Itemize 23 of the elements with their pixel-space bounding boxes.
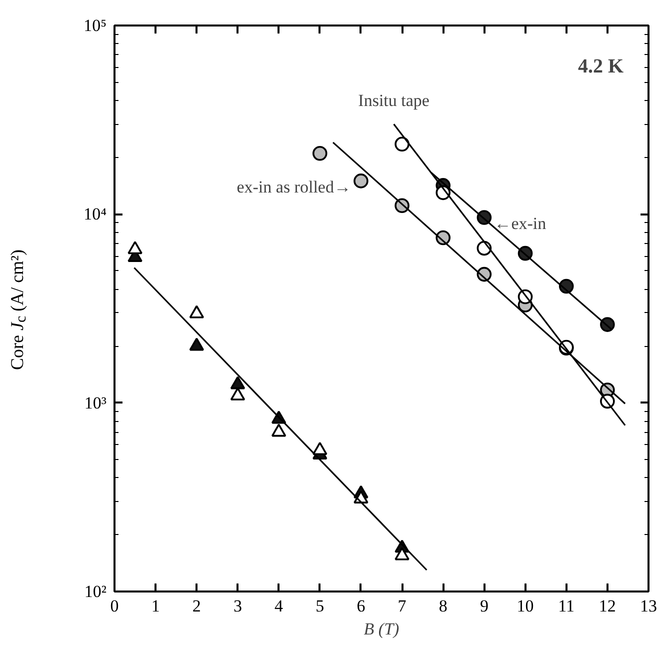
x-tick-label: 2 [192,596,201,616]
annotation: Insitu tape [358,91,430,110]
x-tick-label: 1 [151,596,160,616]
y-tick-label: 10² [84,582,107,601]
x-tick-label: 6 [356,596,366,616]
x-tick-label: 13 [640,596,657,616]
y-tick-label: 10⁵ [84,16,107,35]
x-tick-label: 9 [480,596,488,616]
y-tick-label: 10³ [84,393,107,412]
x-tick-label: 4 [274,596,284,616]
annotation: ←ex-in [494,214,547,234]
x-tick-label: 0 [110,596,119,616]
y-tick-label: 10⁴ [84,204,107,224]
x-axis-title: B (T) [364,620,400,638]
x-tick-label: 7 [398,596,407,616]
x-tick-label: 11 [558,596,575,616]
x-tick-label: 5 [316,596,324,616]
x-tick-label: 3 [233,596,242,616]
annotation: ex-in as rolled→ [236,177,351,196]
x-tick-label: 8 [438,596,448,616]
x-tick-label: 12 [598,596,616,616]
x-tick-label: 10 [516,596,534,616]
annotation: 4.2 K [578,56,624,78]
